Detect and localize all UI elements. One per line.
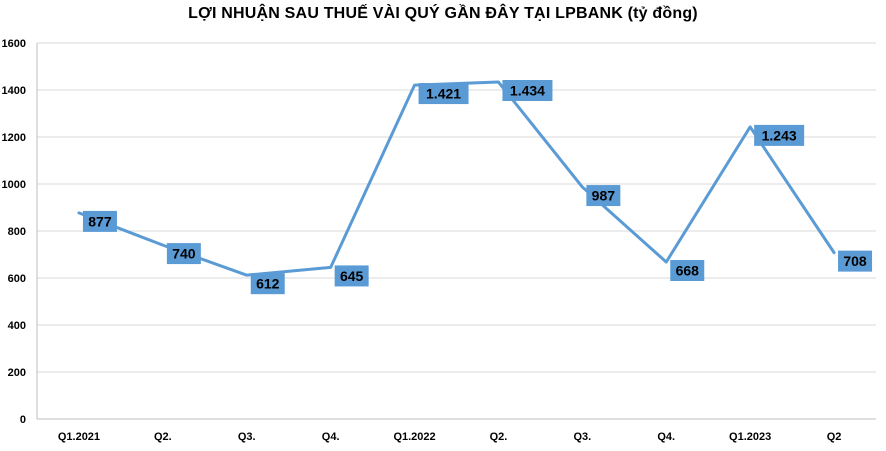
data-label: 645	[334, 265, 369, 287]
data-label-box	[838, 250, 873, 272]
data-label-box	[250, 273, 285, 295]
data-label-box	[334, 265, 369, 287]
data-labels: 877 740 612 645 1.421 1.434 987 668 1.243 708	[82, 80, 873, 295]
data-label-box	[586, 185, 621, 207]
y-tick-label: 800	[8, 226, 26, 238]
x-tick-label: Q1.2023	[729, 431, 771, 443]
x-tick-label: Q1.2021	[58, 431, 100, 443]
data-label-box	[670, 260, 705, 282]
y-tick-label: 0	[20, 414, 26, 426]
x-tick-label: Q2.	[490, 431, 508, 443]
y-tick-label: 200	[8, 367, 26, 379]
y-tick-label: 1200	[2, 132, 26, 144]
x-tick-label: Q2	[827, 431, 842, 443]
data-label-text: 1.243	[762, 127, 797, 143]
data-label-text: 668	[676, 263, 700, 279]
data-label-box	[166, 243, 201, 265]
data-label-text: 1.434	[510, 83, 545, 99]
data-label-text: 987	[592, 188, 616, 204]
data-label-box	[754, 124, 805, 146]
y-tick-label: 1000	[2, 179, 26, 191]
x-tick-label: Q2.	[154, 431, 172, 443]
data-label-box	[82, 210, 117, 232]
data-label-text: 612	[256, 276, 280, 292]
data-label-text: 708	[843, 253, 867, 269]
gridlines	[37, 42, 876, 373]
data-label: 708	[838, 250, 873, 272]
x-tick-label: Q3.	[238, 431, 256, 443]
data-label: 1.421	[418, 83, 469, 105]
y-tick-label: 1400	[2, 85, 26, 97]
data-label: 740	[166, 243, 201, 265]
x-tick-label: Q4.	[657, 431, 675, 443]
axes	[36, 43, 876, 420]
data-label-box	[418, 83, 469, 105]
y-tick-label: 400	[8, 320, 26, 332]
x-axis-ticks: Q1.2021 Q2. Q3. Q4. Q1.2022 Q2. Q3. Q4. Q1.2023 Q…	[58, 431, 842, 443]
data-label: 1.243	[754, 124, 805, 146]
x-tick-label: Q4.	[322, 431, 340, 443]
data-label-box	[502, 80, 553, 102]
y-tick-label: 600	[8, 273, 26, 285]
data-label: 987	[586, 185, 621, 207]
x-tick-label: Q1.2022	[393, 431, 435, 443]
chart-title: LỢI NHUẬN SAU THUẾ VÀI QUÝ GẦN ĐÂY TẠI L…	[188, 5, 698, 22]
data-label: 877	[82, 210, 117, 232]
data-label-text: 740	[172, 246, 196, 262]
x-tick-label: Q3.	[573, 431, 591, 443]
data-label-text: 1.421	[426, 86, 461, 102]
y-tick-label: 1600	[2, 38, 26, 50]
data-label: 668	[670, 260, 705, 282]
data-label-text: 877	[88, 213, 112, 229]
y-axis-ticks: 0 200 400 600 800 1000 1200 1400 1600	[2, 38, 26, 426]
data-label: 612	[250, 273, 285, 295]
data-label: 1.434	[502, 80, 553, 102]
data-label-text: 645	[340, 268, 364, 284]
